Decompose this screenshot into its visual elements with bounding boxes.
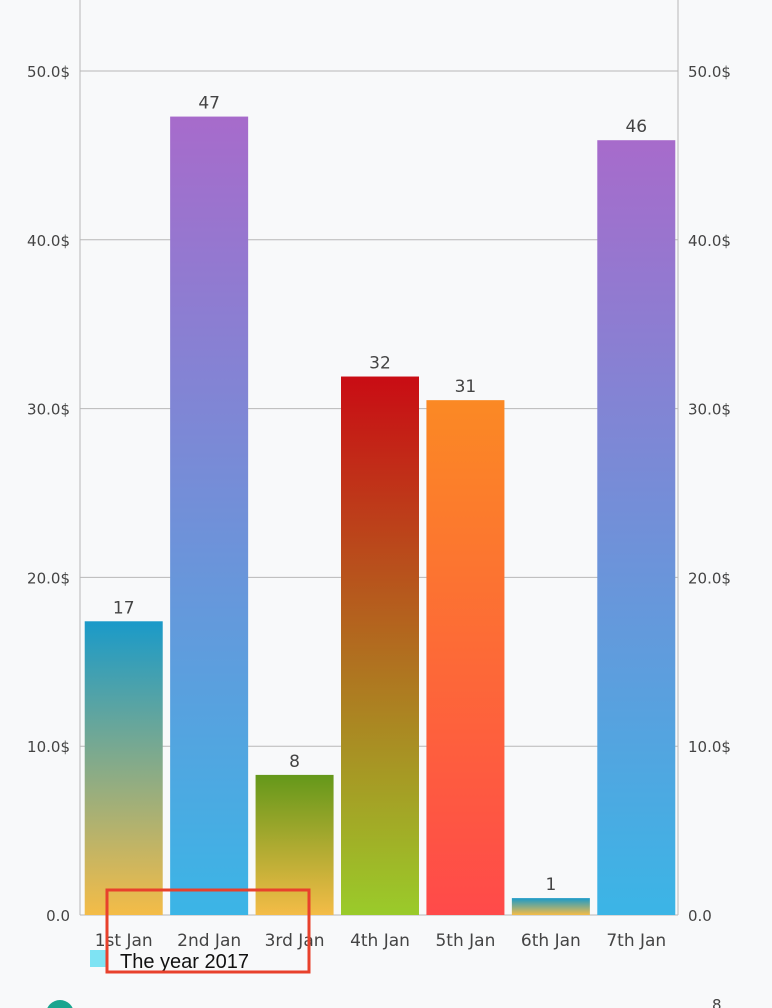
selection-highlight-box: [105, 888, 311, 974]
right-tick-label: 30.0$: [688, 401, 731, 419]
left-tick-label: 30.0$: [27, 401, 70, 419]
x-axis-labels: 1st Jan 2nd Jan 3rd Jan 4th Jan 5th Jan 6th J…: [95, 931, 666, 951]
bar-5th-jan[interactable]: [426, 400, 505, 915]
bars: [84, 116, 676, 916]
x-tick-label: 7th Jan: [606, 931, 666, 951]
legend[interactable]: The year 2017: [90, 950, 249, 973]
data-label: 8: [289, 752, 300, 772]
corner-dot-icon: [47, 1000, 73, 1008]
bar-4th-jan[interactable]: [341, 376, 419, 915]
left-y-axis: 0.0 10.0$ 20.0$ 30.0$ 40.0$ 50.0$: [27, 63, 70, 925]
right-tick-label: 50.0$: [688, 63, 731, 81]
x-tick-label: 2nd Jan: [177, 931, 241, 951]
bar-1st-jan[interactable]: [84, 621, 163, 915]
left-tick-label: 0.0: [46, 907, 70, 925]
data-label: 17: [113, 598, 135, 618]
legend-label: The year 2017: [120, 951, 249, 973]
corner-glyph: 8: [712, 996, 722, 1008]
bar-6th-jan[interactable]: [511, 898, 590, 915]
bar-3rd-jan[interactable]: [255, 774, 334, 915]
data-label: 46: [625, 117, 647, 137]
right-tick-label: 20.0$: [688, 569, 731, 587]
data-label: 47: [198, 94, 220, 114]
left-tick-label: 40.0$: [27, 232, 70, 250]
data-label: 31: [455, 377, 477, 397]
bar-7th-jan[interactable]: [597, 140, 676, 915]
right-tick-label: 40.0$: [688, 232, 731, 250]
left-tick-label: 10.0$: [27, 738, 70, 756]
left-tick-label: 20.0$: [27, 569, 70, 587]
data-label: 32: [369, 354, 391, 374]
right-y-axis: 0.0 10.0$ 20.0$ 30.0$ 40.0$ 50.0$: [688, 63, 731, 925]
x-tick-label: 1st Jan: [95, 931, 153, 951]
x-tick-label: 6th Jan: [521, 931, 581, 951]
right-tick-label: 10.0$: [688, 738, 731, 756]
right-tick-label: 0.0: [688, 907, 712, 925]
x-tick-label: 4th Jan: [350, 931, 410, 951]
data-label: 1: [545, 875, 556, 895]
value-labels: 17 47 8 32 31 1 46: [113, 94, 647, 896]
left-tick-label: 50.0$: [27, 63, 70, 81]
x-tick-label: 3rd Jan: [265, 931, 325, 951]
bar-2nd-jan[interactable]: [170, 116, 249, 916]
x-tick-label: 5th Jan: [435, 931, 495, 951]
legend-swatch: [90, 950, 107, 967]
